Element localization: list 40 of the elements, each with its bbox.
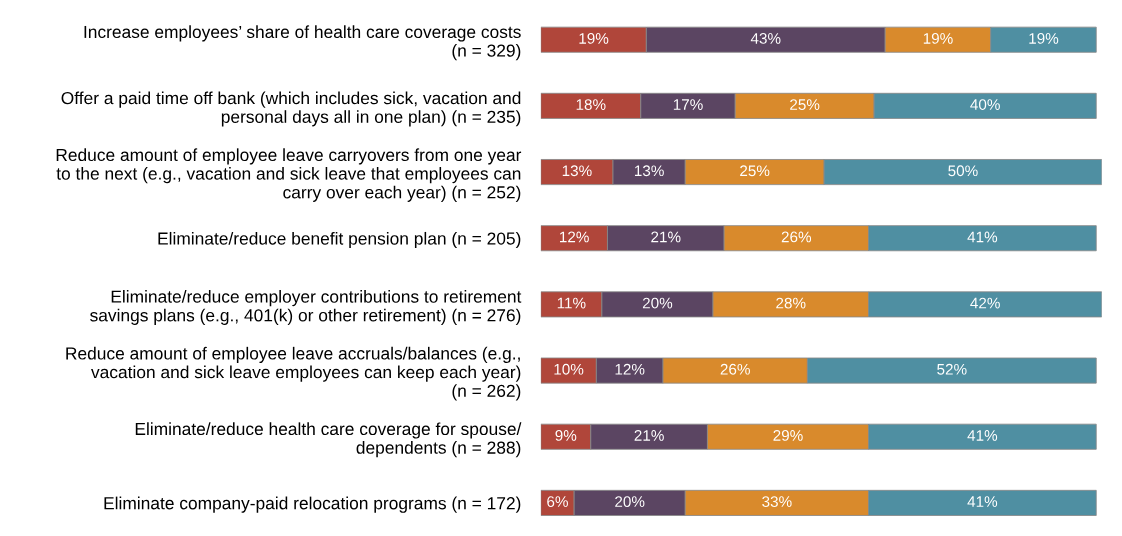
data-label: 42% <box>970 297 1000 309</box>
data-label: 33% <box>762 496 792 508</box>
data-label: 12% <box>560 231 589 243</box>
y-tick-label: Offer a paid time off bank (which includes sick, vacation and personal days all in one plan) (n = 235) <box>61 91 521 127</box>
y-tick-label: Reduce amount of employee leave carryovers from one year to the next (e.g., vacation and sick leave that employees can carry over each year) (n = 252) <box>56 148 522 202</box>
y-tick-label: Eliminate/reduce benefit pension plan (n = 205) <box>158 231 521 249</box>
data-label: 25% <box>740 165 770 177</box>
data-label: 26% <box>781 231 812 243</box>
data-label: 29% <box>773 430 803 441</box>
y-tick-label: Eliminate company-paid relocation programs (n = 172) <box>104 496 521 513</box>
data-label: 41% <box>967 430 998 441</box>
data-label: 21% <box>651 231 681 243</box>
y-tick-label: Increase employees’ share of health care coverage costs (n = 329) <box>84 25 521 61</box>
data-label: 50% <box>948 165 978 177</box>
data-label: 26% <box>720 363 750 375</box>
data-label: 18% <box>576 99 606 110</box>
data-label: 43% <box>750 32 781 44</box>
data-label: 11% <box>557 297 586 309</box>
data-label: 12% <box>615 363 645 375</box>
data-label: 52% <box>937 363 967 375</box>
data-label: 41% <box>967 231 998 243</box>
data-label: 21% <box>634 430 664 441</box>
data-label: 10% <box>554 363 584 375</box>
data-label: 13% <box>634 165 664 177</box>
data-label: 13% <box>562 165 592 177</box>
data-label: 20% <box>615 496 645 508</box>
data-label: 17% <box>673 99 703 110</box>
data-label: 6% <box>547 496 568 508</box>
data-label: 28% <box>776 297 806 309</box>
data-label: 20% <box>642 297 673 309</box>
data-label: 41% <box>967 496 998 507</box>
data-label: 25% <box>790 99 820 110</box>
data-label: 19% <box>923 32 953 44</box>
data-label: 19% <box>1029 32 1059 44</box>
y-tick-label: Eliminate/reduce employer contributions to retirement savings plans (e.g., 401(k) or other retirement) (n = 276) <box>90 290 522 325</box>
data-label: 9% <box>555 430 577 441</box>
y-tick-label: Reduce amount of employee leave accruals/balances (e.g., vacation and sick leave employees can keep each year) (n = 262) <box>66 346 521 401</box>
y-tick-label: Eliminate/reduce health care coverage for spouse/ dependents (n = 288) <box>135 422 522 458</box>
data-label: 19% <box>579 32 609 44</box>
data-label: 40% <box>970 99 1000 110</box>
